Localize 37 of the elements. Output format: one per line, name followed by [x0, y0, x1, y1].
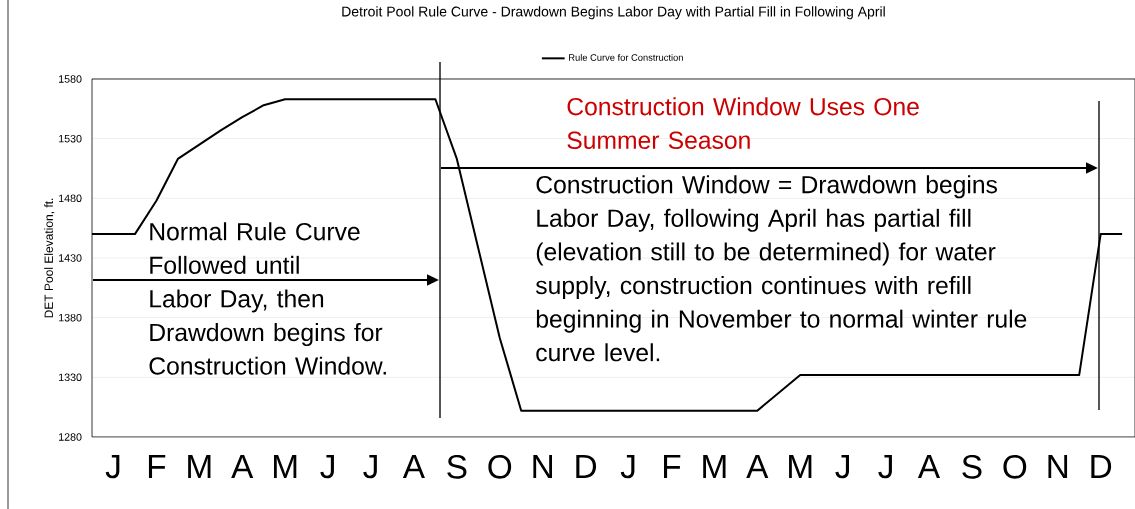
x-tick-label: O [1003, 455, 1027, 479]
x-tick-label: N [533, 455, 552, 478]
x-tick-label: F [148, 455, 166, 478]
x-tick-label: O [488, 455, 512, 479]
y-tick-label: 1480 [59, 194, 82, 203]
x-tick-label: J [878, 455, 892, 479]
y-tick-label: 1580 [59, 75, 82, 83]
x-tick-label: S [447, 455, 467, 479]
annotation: Construction Window Uses One Summer Season [567, 97, 919, 149]
y-tick-label: 1430 [59, 254, 82, 262]
annotation: Construction Window = Drawdown begins Labor Day, following April has partial fill (elevation still to be determined) for water supply, construction continues with refill beginning in November to normal winter rule curve level. [535, 175, 1027, 362]
x-tick-label: D [1091, 455, 1112, 478]
x-tick-label: M [274, 455, 297, 478]
y-tick-label: 1280 [59, 433, 82, 441]
x-tick-label: J [320, 455, 334, 479]
y-tick-label: 1530 [59, 134, 82, 143]
x-tick-label: J [363, 455, 377, 479]
annotation: Normal Rule Curve Followed until Labor Day, then Drawdown begins for Construction Window. [149, 222, 386, 375]
x-tick-label: D [576, 455, 597, 478]
x-tick-label: M [789, 455, 812, 478]
y-tick-label: 1380 [59, 313, 82, 322]
y-axis-title: DET Pool Elevation, ft. [44, 198, 55, 318]
x-tick-label: J [620, 455, 635, 479]
legend-label: Rule Curve for Construction [569, 53, 683, 61]
x-tick-label: A [402, 455, 425, 478]
x-tick-label: A [746, 455, 769, 478]
x-tick-label: F [664, 455, 681, 478]
x-tick-label: M [703, 455, 726, 478]
x-tick-label: J [835, 455, 849, 479]
y-tick-label: 1330 [59, 373, 82, 382]
x-tick-label: J [105, 455, 120, 479]
x-tick-label: M [188, 455, 211, 478]
x-tick-label: S [962, 455, 982, 479]
x-tick-label: A [231, 455, 254, 478]
chart-title: Detroit Pool Rule Curve - Drawdown Begins Labor Day with Partial Fill in Following April [342, 6, 885, 20]
x-tick-label: N [1048, 455, 1068, 478]
x-tick-label: A [917, 455, 941, 478]
